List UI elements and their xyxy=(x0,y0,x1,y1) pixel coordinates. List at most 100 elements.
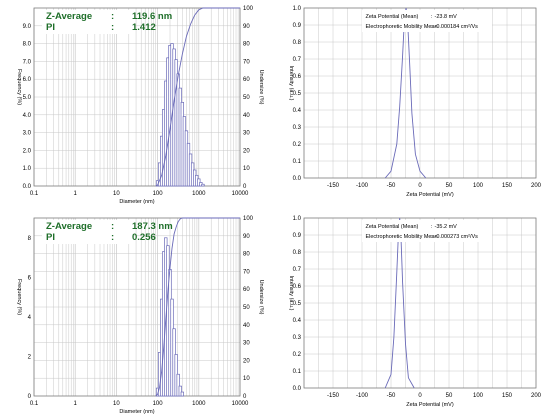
info-separator: : xyxy=(430,234,432,240)
x-tick-label: -150 xyxy=(327,183,340,189)
intensity-curve xyxy=(384,217,415,389)
y-tick-label: 0.8 xyxy=(293,250,302,256)
histogram-bar xyxy=(178,385,182,397)
x-tick-label: 1 xyxy=(74,191,78,197)
y-tick-label: 0.2 xyxy=(293,352,302,358)
info-value: -0.000184 cm²/Vs xyxy=(435,24,479,30)
y-axis-title: Intensity (a.u.) xyxy=(288,66,294,101)
y-tick-label: 6 xyxy=(28,275,32,281)
y-tick-label: 5.0 xyxy=(23,95,32,101)
y-tick-label: 0.4 xyxy=(293,318,302,324)
y-tick-label: 8 xyxy=(28,236,32,242)
x-tick-label: -100 xyxy=(356,393,369,399)
y2-tick-label: 10 xyxy=(243,376,250,382)
y-tick-label: 4 xyxy=(28,315,32,321)
y-tick-label: 2 xyxy=(28,354,32,360)
x-tick-label: 10 xyxy=(113,401,120,407)
y-tick-label: 1.0 xyxy=(293,6,302,12)
zeta-potential-chart-2: 0.0 0.1 0.2 0.3 0.4 0.5 0.6 0.7 0.8 0.9 1.0 -150 -10… xyxy=(288,216,542,408)
y2-tick-label: 80 xyxy=(243,252,250,258)
y-tick-label: 0.9 xyxy=(293,23,302,29)
x-tick-label: 1000 xyxy=(192,191,206,197)
x-axis-title: Diameter (nm) xyxy=(119,199,154,205)
info-box xyxy=(362,220,492,242)
x-tick-label: -100 xyxy=(356,183,369,189)
y-tick-label: 4.0 xyxy=(23,113,32,119)
y2-tick-label: 100 xyxy=(243,6,254,12)
info-separator: : xyxy=(111,232,114,243)
info-value: 119.6 nm xyxy=(132,11,172,22)
y-tick-label: 0.4 xyxy=(293,108,302,114)
y-tick-label: 0.1 xyxy=(293,369,302,375)
y2-tick-label: 30 xyxy=(243,341,250,347)
info-label: Electrophoretic Mobility Mean xyxy=(365,234,437,240)
intensity-curve xyxy=(384,7,427,179)
info-label: Zeta Potential (Mean) xyxy=(365,224,418,230)
y-tick-label: 0.3 xyxy=(293,335,302,341)
y2-tick-label: 40 xyxy=(243,113,250,119)
x-tick-label: 10000 xyxy=(232,401,249,407)
y2-axis-title: Undersize (%) xyxy=(258,280,264,315)
histogram-bar xyxy=(201,183,205,187)
undersize-curve xyxy=(155,217,240,397)
y-tick-label: 0.0 xyxy=(293,176,302,182)
x-tick-label: 150 xyxy=(502,393,513,399)
plot-frame xyxy=(303,217,537,389)
y-tick-label: 0.5 xyxy=(293,301,302,307)
info-label: Z-Average xyxy=(46,221,92,232)
x-tick-label: 0.1 xyxy=(30,191,39,197)
size-distribution-chart-1: 0.0 1.0 2.0 3.0 4.0 5.0 6.0 7.0 8.0 9.0 0 10 20 30 40 5… xyxy=(16,6,264,205)
y-axis-title: Frequency (%) xyxy=(16,279,22,315)
y-tick-label: 0.3 xyxy=(293,125,302,131)
x-tick-label: 200 xyxy=(531,183,542,189)
y-tick-label: 0.7 xyxy=(293,57,302,63)
undersize-curve xyxy=(155,7,240,187)
y2-tick-label: 80 xyxy=(243,42,250,48)
y2-tick-label: 10 xyxy=(243,166,250,172)
y2-tick-label: 90 xyxy=(243,24,250,30)
histogram-bar xyxy=(176,373,180,397)
y-tick-label: 0.5 xyxy=(293,91,302,97)
x-axis-title: Zeta Potential (mV) xyxy=(406,402,454,408)
x-axis-title: Zeta Potential (mV) xyxy=(406,192,454,198)
y-tick-label: 0.2 xyxy=(293,142,302,148)
y-tick-label: 1.0 xyxy=(23,166,32,172)
zeta-potential-chart-1: 0.0 0.1 0.2 0.3 0.4 0.5 0.6 0.7 0.8 0.9 1.0 -150 -10… xyxy=(288,6,542,198)
info-value: -0.000273 cm²/Vs xyxy=(435,234,479,240)
info-separator: : xyxy=(111,221,114,232)
info-box xyxy=(42,220,134,244)
plot-frame xyxy=(33,7,241,187)
x-tick-label: 100 xyxy=(153,191,164,197)
x-tick-label: -50 xyxy=(387,393,396,399)
y-tick-label: 0.0 xyxy=(293,386,302,392)
y2-tick-label: 90 xyxy=(243,234,250,240)
y-tick-label: 7.0 xyxy=(23,59,32,65)
info-value: -23.8 mV xyxy=(435,14,458,20)
y-tick-label: 0.0 xyxy=(23,184,32,190)
y-tick-label: 0.1 xyxy=(293,159,302,165)
info-separator: : xyxy=(111,22,114,33)
info-value: 1.412 xyxy=(132,22,156,33)
x-tick-label: 100 xyxy=(473,393,484,399)
info-separator: : xyxy=(430,224,432,230)
info-separator: : xyxy=(430,24,432,30)
plot-frame xyxy=(33,217,241,397)
info-label: PI xyxy=(46,232,55,243)
info-value: -35.2 mV xyxy=(435,224,458,230)
y-tick-label: 0.6 xyxy=(293,284,302,290)
y2-tick-label: 0 xyxy=(243,184,247,190)
y-tick-label: 2.0 xyxy=(23,148,32,154)
y-tick-label: 1.0 xyxy=(293,216,302,222)
info-label: PI xyxy=(46,22,55,33)
x-tick-label: 150 xyxy=(502,183,513,189)
info-value: 187.3 nm xyxy=(132,221,173,232)
y2-tick-label: 0 xyxy=(243,394,247,400)
x-axis-title: Diameter (nm) xyxy=(119,409,154,415)
x-tick-label: 10 xyxy=(113,191,120,197)
x-tick-label: 100 xyxy=(473,183,484,189)
x-tick-label: 50 xyxy=(446,393,453,399)
y-axis-title: Intensity (a.u.) xyxy=(288,276,294,311)
info-separator: : xyxy=(430,14,432,20)
histogram-bar xyxy=(180,391,184,397)
y-tick-label: 0 xyxy=(28,394,32,400)
